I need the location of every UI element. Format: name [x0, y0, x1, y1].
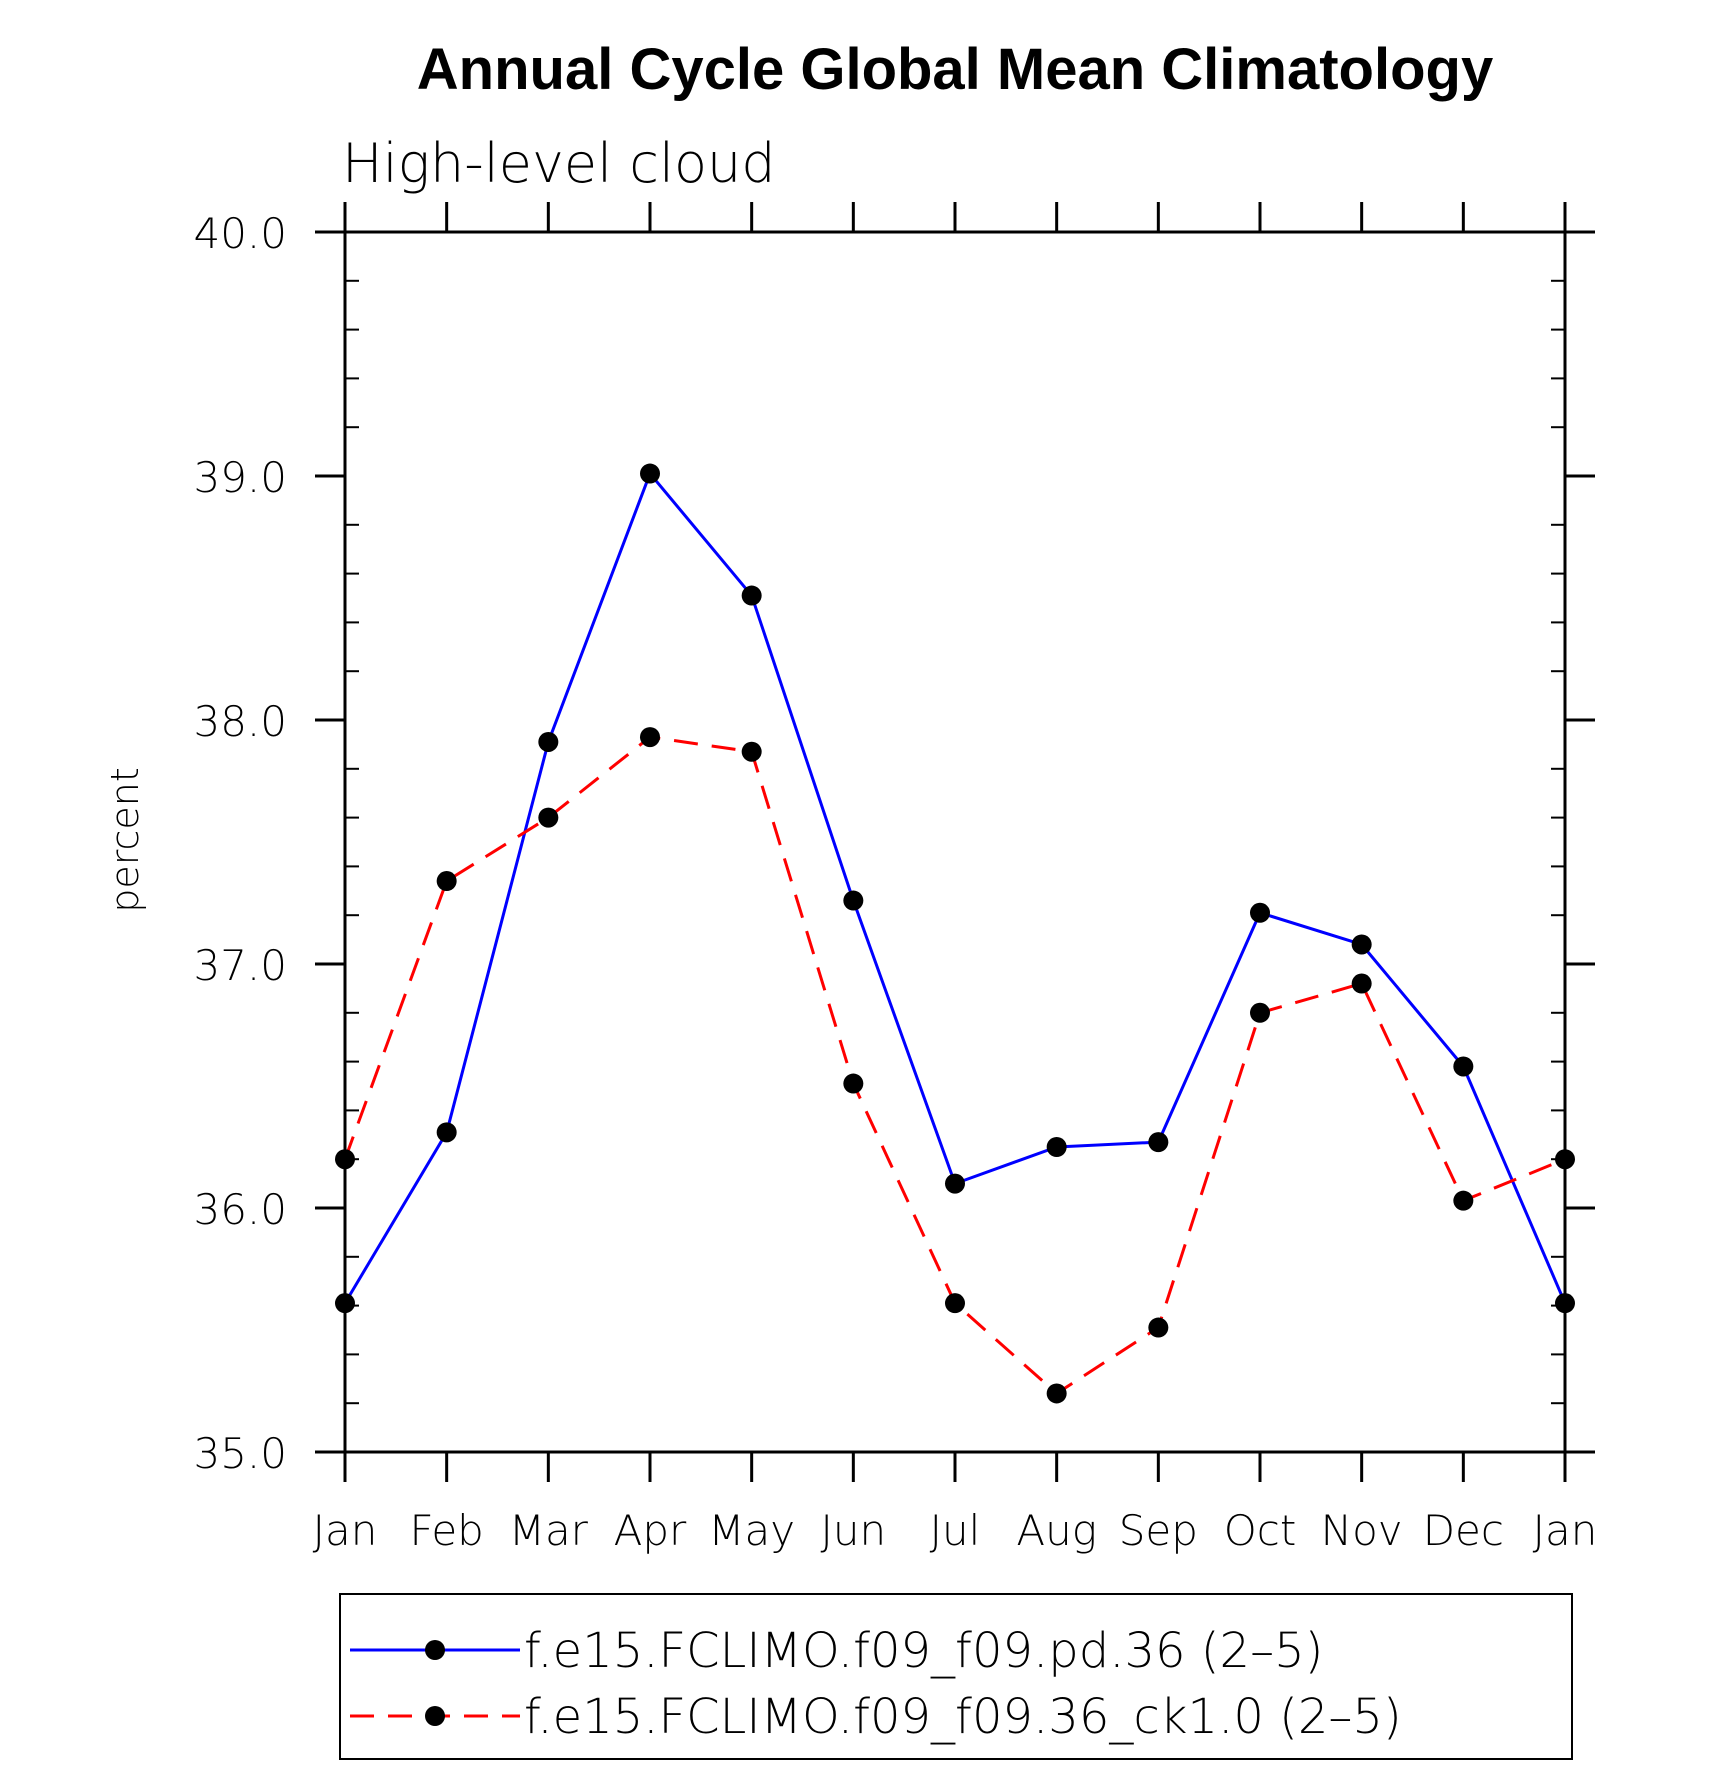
legend-label-1: f.e15.FCLIMO.f09_f09.pd.36 (2–5) [524, 1623, 1323, 1679]
series-1-point [538, 731, 559, 752]
y-tick-label: 35.0 [193, 1429, 287, 1478]
series-2-point [1250, 1002, 1270, 1023]
x-tick-label: Dec [1423, 1506, 1504, 1555]
legend-marker-1 [425, 1640, 445, 1660]
x-tick-label: Jun [821, 1506, 887, 1555]
y-tick-label: 39.0 [193, 453, 287, 502]
x-tick-label: Oct [1224, 1506, 1297, 1555]
series-2-point [436, 871, 457, 892]
series-1-point [1046, 1137, 1067, 1157]
x-tick-label: Sep [1119, 1506, 1198, 1555]
series-1-point [436, 1122, 457, 1143]
series-1-point [945, 1173, 965, 1194]
legend: f.e15.FCLIMO.f09_f09.pd.36 (2–5) f.e15.FC… [350, 1623, 1402, 1745]
y-tick-labels: 35.0 36.0 37.0 38.0 39.0 40.0 [193, 209, 287, 1478]
series-1-point [1148, 1132, 1169, 1153]
y-tick-label: 40.0 [193, 209, 287, 258]
series-1-point [843, 890, 864, 911]
series-2-point [741, 741, 762, 762]
chart-subtitle: High-level cloud [342, 132, 776, 195]
x-tick-label: Apr [614, 1506, 687, 1555]
series-2-point [538, 807, 559, 828]
y-tick-label: 36.0 [193, 1185, 287, 1234]
x-tick-label: Mar [509, 1506, 589, 1555]
chart-title: Annual Cycle Global Mean Climatology [417, 37, 1493, 102]
x-tick-label: Feb [409, 1506, 483, 1555]
y-axis-label: percent [103, 767, 147, 913]
series-1-point [1250, 902, 1270, 923]
series-2-point [640, 727, 660, 748]
series-1-point [1555, 1293, 1575, 1314]
x-tick-label: Jan [313, 1506, 378, 1555]
x-tick-label: Jan [1533, 1506, 1598, 1555]
series-2-point [843, 1073, 864, 1094]
x-tick-label: May [708, 1506, 795, 1555]
series-2-point [1046, 1383, 1067, 1404]
legend-label-2: f.e15.FCLIMO.f09_f09.36_ck1.0 (2–5) [524, 1689, 1402, 1745]
x-tick-label: Aug [1016, 1506, 1097, 1555]
series-layer [335, 463, 1575, 1404]
series-1-point [335, 1293, 355, 1314]
series-2-point [1555, 1149, 1575, 1170]
x-tick-label: Nov [1321, 1506, 1403, 1555]
x-tick-labels: Jan Feb Mar Apr May Jun Jul Aug Sep Oct Nov Dec Jan [313, 1506, 1598, 1555]
series-1-point [1453, 1056, 1474, 1077]
x-tick-label: Jul [930, 1506, 981, 1555]
series-1-point [640, 463, 660, 484]
series-2-point [335, 1149, 355, 1170]
series-2-point [1148, 1317, 1169, 1338]
plot-frame [343, 230, 1567, 1454]
series-2-point [1351, 973, 1372, 994]
axis-ticks [315, 202, 1595, 1482]
series-1-point [1351, 934, 1372, 955]
legend-box [339, 1593, 1573, 1760]
legend-marker-2 [425, 1706, 445, 1726]
series-1-point [741, 585, 762, 606]
series-2-point [945, 1293, 965, 1314]
y-tick-label: 37.0 [193, 941, 287, 990]
series-2-point [1453, 1190, 1474, 1211]
y-tick-label: 38.0 [193, 697, 287, 746]
